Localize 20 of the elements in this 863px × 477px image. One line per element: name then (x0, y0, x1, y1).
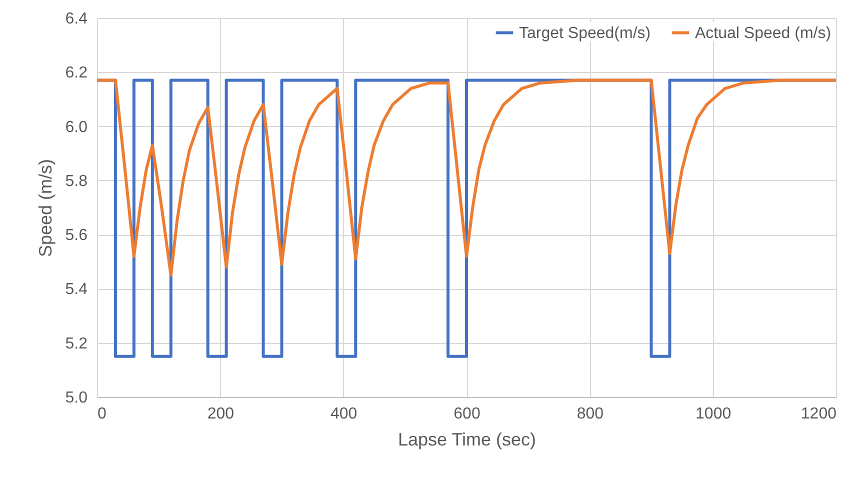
line-series (96, 78, 838, 277)
y-tick-label: 5.0 (65, 390, 88, 406)
x-tick-label: 200 (207, 406, 234, 422)
y-tick-label: 6.2 (65, 64, 88, 82)
legend-label: Actual Speed (m/s) (695, 24, 832, 42)
x-tick-label: 0 (98, 406, 106, 422)
x-tick-label: 1200 (800, 406, 837, 422)
x-tick-label: 800 (576, 406, 604, 422)
y-tick-label: 6.4 (65, 10, 88, 28)
y-tick-label: 5.4 (65, 281, 88, 298)
y-tick-label: 5.2 (65, 335, 88, 352)
x-tick-label: 400 (330, 406, 358, 422)
x-tick-label: 1000 (696, 406, 732, 422)
x-tick-label: 600 (454, 406, 480, 422)
y-tick-label: 5.8 (65, 172, 88, 190)
legend-label: Target Speed(m/s) (519, 24, 651, 42)
x-axis-title: Lapse Time (sec) (398, 430, 536, 450)
y-tick-label: 6.0 (65, 118, 88, 136)
y-tick-label: 5.6 (65, 227, 88, 244)
y-axis-title: Speed (m/s) (35, 158, 56, 258)
